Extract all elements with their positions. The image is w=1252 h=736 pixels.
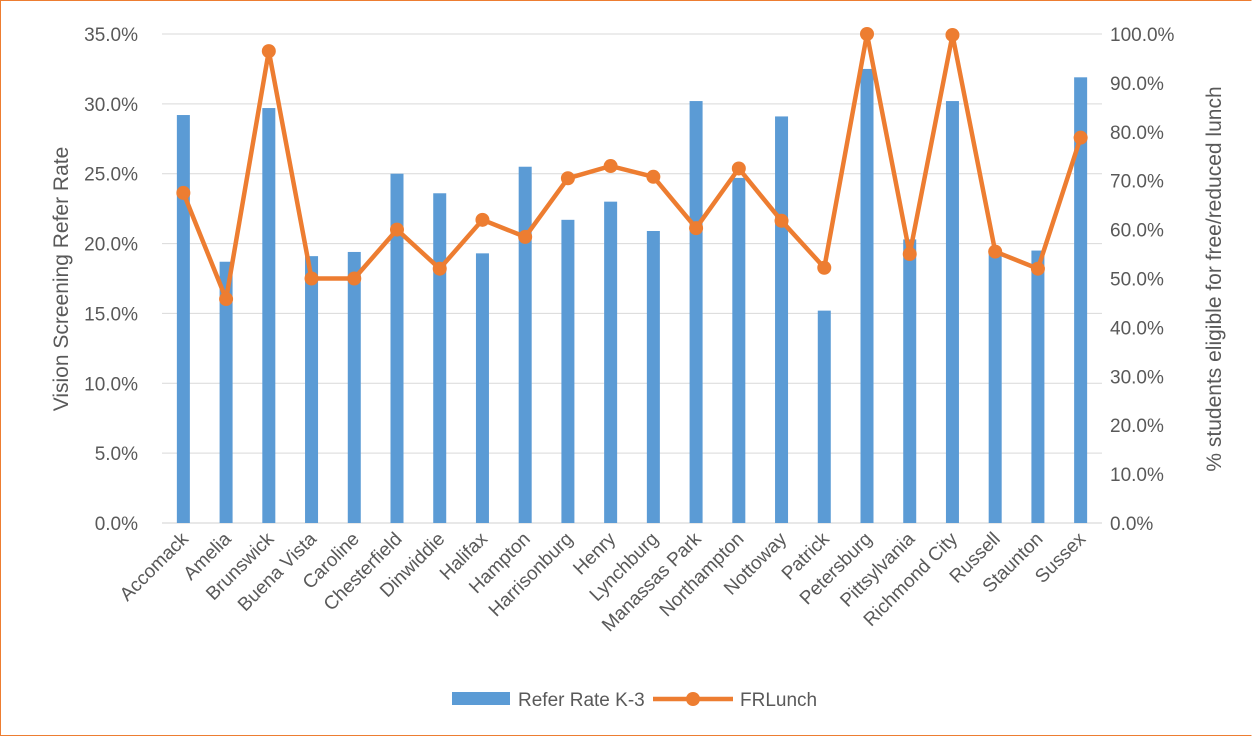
y-tick-label: 25.0% <box>84 165 138 186</box>
bar <box>817 310 831 523</box>
bar <box>988 250 1002 524</box>
y-tick-label: 0.0% <box>95 514 138 535</box>
legend: Refer Rate K-3 FRLunch <box>452 690 817 711</box>
bar <box>262 108 276 523</box>
y2-tick-label: 0.0% <box>1110 514 1153 535</box>
line-marker <box>560 171 575 186</box>
line-marker <box>390 222 404 237</box>
bar <box>604 201 618 523</box>
line-marker <box>603 159 618 174</box>
bar <box>732 177 746 524</box>
bar <box>305 256 319 523</box>
y2-tick-label: 90.0% <box>1110 74 1164 95</box>
line-marker <box>176 185 191 200</box>
line-marker <box>689 221 704 236</box>
frlunch-line <box>181 31 1083 302</box>
bar <box>390 173 404 523</box>
bar-series-refer-rate <box>176 68 1088 524</box>
bar <box>475 253 489 523</box>
left-axis-ticks: 0.0% 5.0% 10.0% 15.0% 20.0% 25.0% 30.0% 35.0% <box>84 25 138 535</box>
line-marker <box>945 27 960 42</box>
y-tick-label: 30.0% <box>84 95 138 116</box>
legend-label-frlunch: FRLunch <box>740 690 817 711</box>
line-marker <box>1030 261 1045 276</box>
y-tick-label: 5.0% <box>95 444 138 465</box>
y-axis-title: Vision Screening Refer Rate <box>50 147 73 412</box>
line-marker <box>817 260 832 275</box>
y2-tick-label: 30.0% <box>1110 367 1164 388</box>
bar <box>689 101 703 523</box>
line-marker <box>1073 130 1088 145</box>
y2-tick-label: 20.0% <box>1110 416 1164 437</box>
y-tick-label: 10.0% <box>84 374 138 395</box>
line-marker <box>731 161 746 176</box>
y2-tick-label: 50.0% <box>1110 270 1164 291</box>
bar <box>1074 77 1088 523</box>
bar <box>561 219 575 523</box>
right-axis-ticks: 0.0% 10.0% 20.0% 30.0% 40.0% 50.0% 60.0% 70.0% 8… <box>1110 25 1175 535</box>
y2-tick-label: 10.0% <box>1110 465 1164 486</box>
line-series-frlunch <box>176 27 1088 307</box>
y-tick-label: 20.0% <box>84 235 138 256</box>
y2-tick-label: 100.0% <box>1110 25 1175 46</box>
line-marker <box>261 44 276 59</box>
line-marker <box>646 169 661 184</box>
bar <box>433 193 447 523</box>
bar <box>1031 250 1045 524</box>
bar <box>775 116 789 523</box>
bar <box>646 230 660 524</box>
y2-tick-label: 60.0% <box>1110 221 1164 242</box>
y2-axis-title: % students eligible for free/reduced lun… <box>1203 86 1226 471</box>
gridlines <box>162 33 1102 524</box>
y2-tick-label: 80.0% <box>1110 123 1164 144</box>
line-marker <box>347 271 362 286</box>
line-marker <box>219 292 234 307</box>
legend-label-refer-rate: Refer Rate K-3 <box>518 690 645 711</box>
bar <box>176 115 190 523</box>
line-marker <box>518 229 533 244</box>
legend-marker-frlunch <box>686 692 700 706</box>
bar <box>347 251 361 523</box>
legend-swatch-refer-rate <box>452 692 510 705</box>
y-tick-label: 35.0% <box>84 25 138 46</box>
line-marker <box>902 247 917 262</box>
line-marker <box>432 261 447 276</box>
line-marker <box>988 244 1003 259</box>
line-marker <box>304 271 319 286</box>
line-marker <box>860 27 874 41</box>
y-tick-label: 15.0% <box>84 304 138 325</box>
y2-tick-label: 70.0% <box>1110 172 1164 193</box>
bar <box>518 166 532 523</box>
bar <box>860 68 874 523</box>
line-marker <box>774 213 789 228</box>
bar <box>219 261 233 523</box>
line-marker <box>475 212 490 227</box>
bar <box>945 101 959 523</box>
bar <box>903 239 917 523</box>
y2-tick-label: 40.0% <box>1110 318 1164 339</box>
